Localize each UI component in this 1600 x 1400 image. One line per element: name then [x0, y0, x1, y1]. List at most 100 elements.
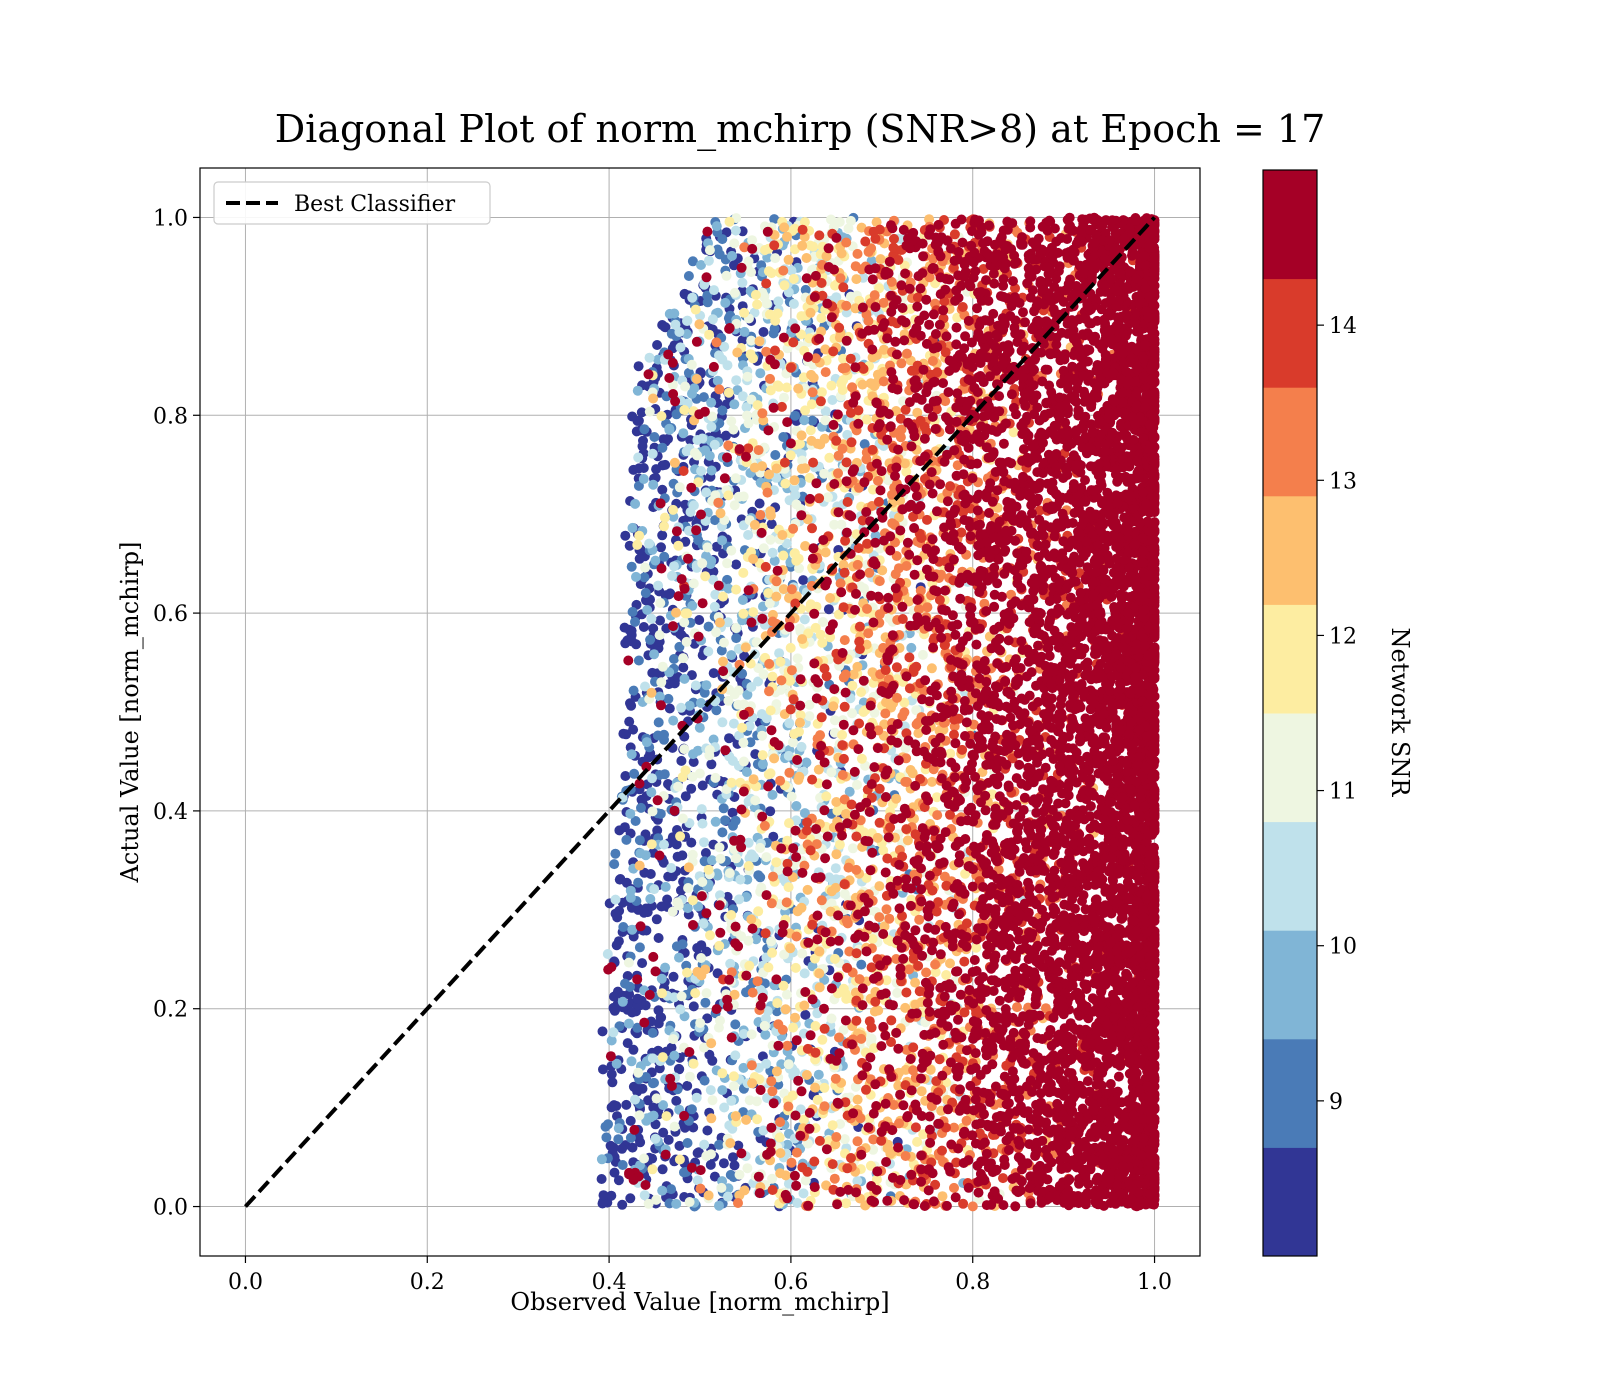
scatter-point: [639, 1153, 649, 1164]
scatter-point: [633, 904, 644, 915]
scatter-point: [783, 254, 794, 265]
scatter-point: [651, 914, 662, 925]
scatter-point: [894, 903, 905, 914]
scatter-point: [827, 1159, 838, 1170]
scatter-point: [790, 1012, 800, 1023]
scatter-point: [649, 432, 660, 442]
scatter-point: [671, 607, 681, 618]
scatter-point: [724, 216, 735, 227]
scatter-point: [737, 277, 748, 288]
scatter-point: [819, 663, 830, 674]
scatter-point: [709, 601, 720, 612]
scatter-point: [632, 1083, 643, 1094]
scatter-point: [633, 1067, 644, 1078]
scatter-point: [841, 237, 852, 248]
scatter-point: [627, 411, 638, 422]
scatter-point: [790, 410, 801, 421]
scatter-point: [908, 953, 919, 964]
scatter-point: [629, 768, 640, 779]
scatter-point: [800, 463, 811, 474]
scatter-point: [691, 374, 702, 384]
scatter-point: [626, 1056, 637, 1067]
scatter-point: [686, 783, 697, 794]
scatter-point: [904, 683, 915, 694]
scatter-point: [637, 958, 648, 969]
scatter-point: [609, 859, 620, 870]
scatter-point: [663, 693, 674, 704]
scatter-point: [699, 856, 710, 867]
scatter-point: [917, 649, 928, 660]
scatter-point: [620, 530, 631, 541]
scatter-point: [703, 621, 714, 632]
scatter-point: [748, 774, 759, 785]
scatter-point: [624, 716, 635, 727]
scatter-point: [726, 416, 737, 427]
scatter-point: [852, 779, 862, 790]
scatter-point: [816, 387, 827, 398]
scatter-point: [657, 530, 668, 541]
scatter-point: [831, 1132, 842, 1142]
scatter-point: [808, 457, 819, 468]
scatter-point: [632, 993, 643, 1004]
scatter-point: [685, 435, 696, 446]
scatter-point: [859, 439, 870, 450]
scatter-point: [725, 1138, 736, 1149]
scatter-point: [800, 1009, 811, 1020]
scatter-point: [779, 457, 790, 468]
scatter-point: [767, 1086, 778, 1097]
scatter-point: [709, 285, 719, 296]
scatter-point: [664, 308, 675, 319]
scatter-point: [846, 437, 857, 448]
scatter-point: [696, 260, 706, 270]
scatter-point: [841, 300, 852, 311]
scatter-point: [764, 686, 774, 697]
scatter-point: [701, 1151, 712, 1161]
scatter-point: [749, 519, 760, 530]
scatter-point: [634, 860, 645, 871]
scatter-point: [812, 934, 823, 945]
scatter-point: [745, 349, 756, 360]
scatter-point: [742, 371, 753, 382]
scatter-point: [647, 1078, 658, 1089]
scatter-point: [834, 322, 845, 333]
scatter-point: [739, 1185, 750, 1196]
scatter-point: [738, 608, 749, 619]
scatter-point: [649, 649, 660, 660]
scatter-point: [705, 1085, 716, 1096]
scatter-point: [627, 1142, 638, 1153]
scatter-point: [767, 947, 778, 958]
scatter-point: [633, 877, 644, 888]
scatter-point: [644, 352, 655, 363]
scatter-point: [795, 717, 805, 728]
scatter-point: [626, 749, 637, 760]
scatter-point: [609, 991, 619, 1002]
scatter-point: [973, 1187, 984, 1198]
scatter-point: [633, 452, 644, 463]
scatter-point: [712, 375, 723, 386]
scatter-point: [798, 1188, 809, 1199]
scatter-point: [620, 771, 631, 781]
scatter-point: [801, 757, 812, 768]
scatter-point: [598, 1190, 609, 1201]
scatter-point: [657, 442, 668, 453]
scatter-point: [826, 767, 837, 778]
scatter-point: [717, 717, 728, 728]
scatter-point: [867, 444, 878, 455]
scatter-point: [610, 848, 621, 859]
scatter-point: [833, 507, 844, 518]
scatter-point: [645, 894, 656, 904]
scatter-point: [732, 347, 743, 358]
scatter-point: [720, 297, 731, 308]
scatter-point: [739, 326, 750, 337]
scatter-point: [851, 831, 862, 842]
scatter-point: [891, 662, 902, 673]
scatter-point: [766, 898, 777, 909]
scatter-point: [788, 273, 799, 284]
scatter-point: [904, 652, 915, 663]
scatter-point: [949, 729, 959, 740]
scatter-point: [686, 837, 697, 848]
scatter-point: [709, 1171, 720, 1182]
scatter-point: [683, 862, 694, 873]
scatter-point: [945, 481, 956, 492]
scatter-point: [717, 1085, 728, 1096]
